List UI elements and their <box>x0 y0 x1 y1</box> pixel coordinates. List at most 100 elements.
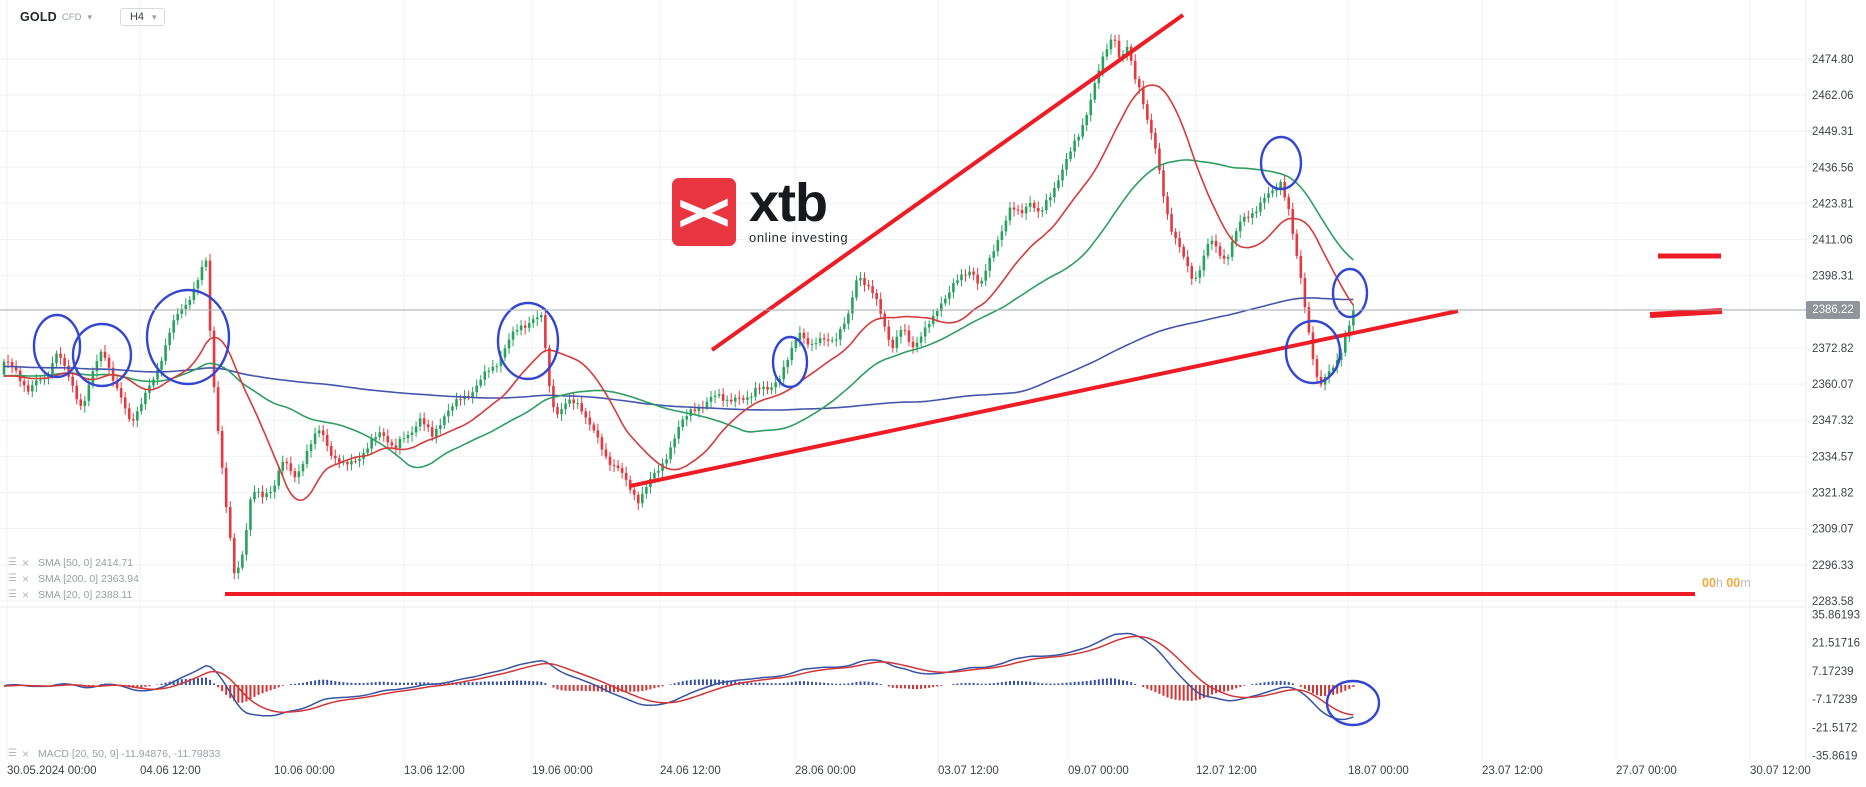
indicator-remove-icon[interactable]: × <box>21 556 29 570</box>
macd-histogram-bar <box>1057 683 1060 685</box>
candle-body <box>911 341 915 348</box>
candle-body <box>1311 332 1315 360</box>
candle-body <box>770 387 773 390</box>
candle-body <box>1299 255 1303 278</box>
macd-histogram-bar <box>790 682 793 685</box>
candle-body <box>1226 256 1230 259</box>
candle-body <box>321 430 325 435</box>
candle-body <box>814 342 818 344</box>
candle-body <box>487 370 491 372</box>
macd-histogram-bar <box>1021 681 1024 685</box>
macd-histogram-bar <box>798 681 801 685</box>
candle-body <box>1331 367 1335 372</box>
macd-histogram-bar <box>1085 681 1088 685</box>
trend-line[interactable] <box>710 13 1185 352</box>
trend-line[interactable] <box>1649 308 1723 318</box>
symbol-name[interactable]: GOLD <box>20 10 57 24</box>
candle-body <box>253 491 256 500</box>
annotation-ellipse[interactable] <box>1331 267 1369 319</box>
macd-histogram-bar <box>148 685 151 687</box>
chevron-down-icon[interactable]: ▾ <box>87 11 92 22</box>
macd-histogram-bar <box>851 682 854 685</box>
candle-body <box>1040 210 1044 212</box>
macd-histogram-bar <box>374 682 377 685</box>
macd-histogram-bar <box>641 685 644 692</box>
macd-histogram-bar <box>1166 685 1169 698</box>
indicator-remove-icon[interactable]: × <box>21 572 29 586</box>
candle-body <box>475 385 478 393</box>
macd-histogram-bar <box>705 679 708 685</box>
candle-body <box>669 447 672 460</box>
macd-histogram-bar <box>992 683 995 685</box>
annotation-ellipse[interactable] <box>71 322 133 388</box>
candle-body <box>608 456 612 466</box>
annotation-ellipse[interactable] <box>1259 135 1303 191</box>
candle-body <box>544 315 547 348</box>
annotation-ellipse[interactable] <box>32 313 82 379</box>
candle-body <box>1101 56 1105 71</box>
candle-body <box>1049 197 1052 201</box>
macd-histogram-bar <box>1073 681 1076 685</box>
candle-body <box>75 385 79 400</box>
timeframe-select[interactable]: H4 ▾ <box>119 8 165 26</box>
candle-body <box>1053 188 1056 198</box>
macd-histogram-bar <box>281 685 284 686</box>
macd-histogram-bar <box>192 678 195 685</box>
candle-body <box>875 293 878 300</box>
candle-body <box>818 338 822 343</box>
macd-histogram-bar <box>778 683 781 685</box>
macd-histogram-bar <box>1065 682 1068 685</box>
macd-axis-label: 21.51716 <box>1812 638 1860 650</box>
indicator-settings-icon[interactable]: ☰ <box>8 589 17 600</box>
macd-histogram-bar <box>1004 681 1007 685</box>
candle-body <box>301 463 305 472</box>
candle-body <box>325 434 329 446</box>
indicator-settings-icon[interactable]: ☰ <box>8 748 17 759</box>
macd-histogram-bar <box>613 685 616 693</box>
indicator-settings-icon[interactable]: ☰ <box>8 573 17 584</box>
annotation-ellipse[interactable] <box>771 335 809 389</box>
candle-body <box>972 271 975 275</box>
macd-histogram-bar <box>386 681 389 685</box>
candle-body <box>657 470 660 473</box>
candle-body <box>766 386 769 390</box>
annotation-ellipse[interactable] <box>496 301 560 381</box>
candle-body <box>826 339 830 341</box>
indicator-settings-icon[interactable]: ☰ <box>8 557 17 568</box>
candle-body <box>1036 207 1040 212</box>
annotation-ellipse[interactable] <box>1284 319 1342 385</box>
annotation-ellipse[interactable] <box>1325 679 1381 727</box>
macd-line <box>3 632 1354 721</box>
macd-histogram-bar <box>160 683 163 685</box>
annotation-ellipse[interactable] <box>145 288 231 386</box>
candle-body <box>188 300 192 305</box>
macd-histogram-bar <box>544 683 547 685</box>
candle-body <box>99 351 103 362</box>
macd-histogram-bar <box>528 680 531 685</box>
candle-body <box>382 432 386 436</box>
candle-body <box>588 417 592 425</box>
macd-histogram-bar <box>1311 685 1314 694</box>
macd-histogram-bar <box>362 682 365 685</box>
macd-histogram-bar <box>241 685 244 703</box>
candle-body <box>915 342 919 348</box>
macd-histogram-bar <box>976 683 979 685</box>
macd-histogram-bar <box>144 685 147 687</box>
indicator-remove-icon[interactable]: × <box>21 588 29 602</box>
candle-body <box>1194 277 1198 279</box>
indicator-remove-icon[interactable]: × <box>21 747 29 761</box>
time-axis-label: 04.06 12:00 <box>140 765 201 777</box>
candle-body <box>851 297 854 314</box>
macd-histogram-bar <box>916 685 919 690</box>
macd-histogram-bar <box>1126 681 1129 685</box>
candle-body <box>596 430 600 438</box>
candle-countdown: 00h 00m <box>1702 576 1751 590</box>
trend-line[interactable] <box>629 309 1459 488</box>
candle-body <box>1162 170 1165 197</box>
legend-sma-200: ☰ × SMA [200, 0] 2363.94 <box>8 572 139 586</box>
candle-body <box>439 425 442 429</box>
macd-histogram-bar <box>1190 685 1193 701</box>
candle-body <box>1348 325 1351 337</box>
candle-body <box>269 491 272 494</box>
